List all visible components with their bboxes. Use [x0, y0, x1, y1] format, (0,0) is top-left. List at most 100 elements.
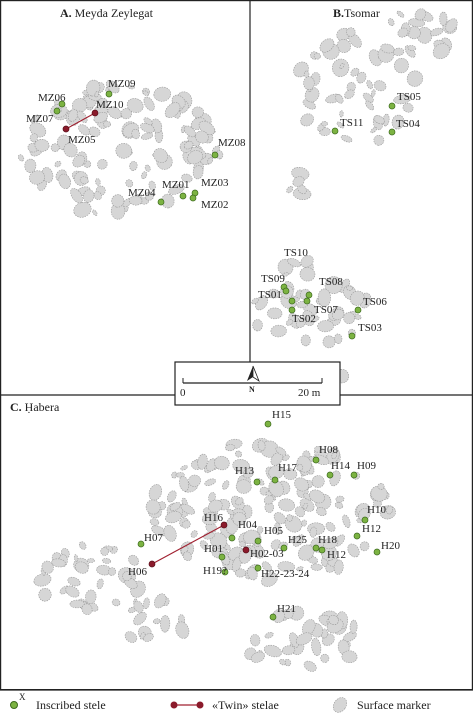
stele-label: H19?	[203, 565, 227, 577]
inscribed-stele	[271, 476, 279, 484]
surface-marker	[391, 114, 405, 130]
surface-marker	[107, 106, 122, 119]
surface-marker	[69, 599, 85, 609]
stele-label: H09	[357, 460, 376, 472]
surface-marker	[50, 143, 60, 152]
surface-marker	[277, 561, 296, 572]
inscribed-stele	[253, 478, 261, 486]
surface-marker	[347, 543, 360, 558]
surface-marker	[165, 510, 182, 524]
surface-marker	[183, 141, 194, 150]
surface-marker	[133, 611, 147, 626]
inscribed-stele	[264, 420, 272, 428]
stele-label: TS01	[258, 289, 282, 301]
stele-label: H16	[204, 512, 223, 524]
stele-label: H08	[319, 444, 338, 456]
twin-stele	[62, 125, 70, 133]
inscribed-stele	[354, 306, 362, 314]
surface-marker	[406, 70, 424, 87]
surface-marker	[340, 134, 353, 143]
surface-marker	[274, 522, 282, 535]
surface-marker	[102, 558, 112, 564]
surface-marker	[281, 645, 296, 656]
surface-marker	[296, 464, 304, 471]
surface-marker	[283, 468, 298, 480]
surface-marker	[303, 660, 317, 672]
inscribed-stele	[388, 102, 396, 110]
surface-marker	[310, 563, 323, 571]
surface-marker	[294, 477, 309, 492]
surface-marker	[169, 502, 181, 512]
surface-marker	[308, 315, 320, 323]
stele-label: H05	[264, 525, 283, 537]
panel-letter: A.	[60, 6, 72, 20]
surface-marker	[339, 110, 344, 118]
surface-marker	[299, 267, 316, 282]
stele-label: H22-23-24	[261, 568, 310, 580]
surface-marker	[79, 176, 89, 185]
surface-marker	[362, 92, 374, 103]
surface-marker	[214, 455, 230, 471]
surface-marker	[92, 209, 98, 216]
stele-label: TS02	[292, 313, 316, 325]
surface-marker	[349, 290, 365, 306]
surface-marker	[195, 130, 209, 144]
legend-surface-marker	[332, 697, 348, 713]
panel-letter: B.	[333, 6, 344, 20]
stele-label: H21	[277, 603, 296, 615]
surface-marker	[94, 90, 99, 98]
legend-red-dot	[196, 701, 204, 709]
surface-marker	[296, 317, 307, 328]
stele-label: TS10	[284, 247, 308, 259]
surface-marker	[297, 544, 315, 561]
stele-label: TS05	[397, 91, 421, 103]
surface-marker	[29, 133, 39, 142]
surface-marker	[188, 474, 201, 487]
surface-marker	[272, 609, 285, 623]
stele-label: H13	[235, 465, 254, 477]
surface-marker	[300, 334, 311, 347]
surface-marker	[140, 122, 155, 134]
stele-label: MZ02	[201, 199, 229, 211]
surface-marker	[289, 605, 305, 621]
surface-marker	[75, 561, 89, 574]
surface-marker	[204, 478, 217, 486]
inscribed-stele	[254, 537, 262, 545]
surface-marker	[100, 547, 109, 556]
surface-marker	[190, 530, 198, 538]
surface-marker	[180, 503, 195, 515]
surface-marker	[145, 499, 161, 515]
stele-label: H06	[128, 566, 147, 578]
surface-marker	[153, 148, 169, 163]
surface-marker	[154, 593, 167, 609]
surface-marker	[30, 114, 40, 124]
surface-marker	[335, 495, 345, 503]
surface-marker	[164, 102, 181, 118]
surface-marker	[72, 154, 86, 168]
surface-marker	[38, 588, 52, 602]
surface-marker	[247, 566, 258, 581]
twin-stele	[242, 546, 250, 554]
surface-marker	[73, 554, 79, 562]
stele-label: MZ01	[162, 179, 190, 191]
surface-marker	[163, 525, 177, 542]
stele-label: MZ10	[96, 99, 124, 111]
surface-marker	[377, 483, 385, 490]
surface-marker	[314, 445, 321, 453]
inscribed-stele	[288, 306, 296, 314]
surface-marker	[302, 492, 312, 501]
legend-green-dot	[10, 701, 18, 709]
inscribed-stele	[373, 548, 381, 556]
surface-marker	[286, 185, 294, 194]
inscribed-stele	[179, 192, 187, 200]
inscribed-stele	[105, 90, 113, 98]
north-label: N	[249, 385, 255, 394]
surface-marker	[76, 110, 88, 123]
twin-link	[65, 112, 96, 130]
surface-marker	[279, 658, 287, 666]
surface-marker	[180, 465, 188, 471]
surface-marker	[142, 90, 149, 97]
stele-label: H12	[327, 549, 346, 561]
surface-marker	[29, 122, 47, 138]
